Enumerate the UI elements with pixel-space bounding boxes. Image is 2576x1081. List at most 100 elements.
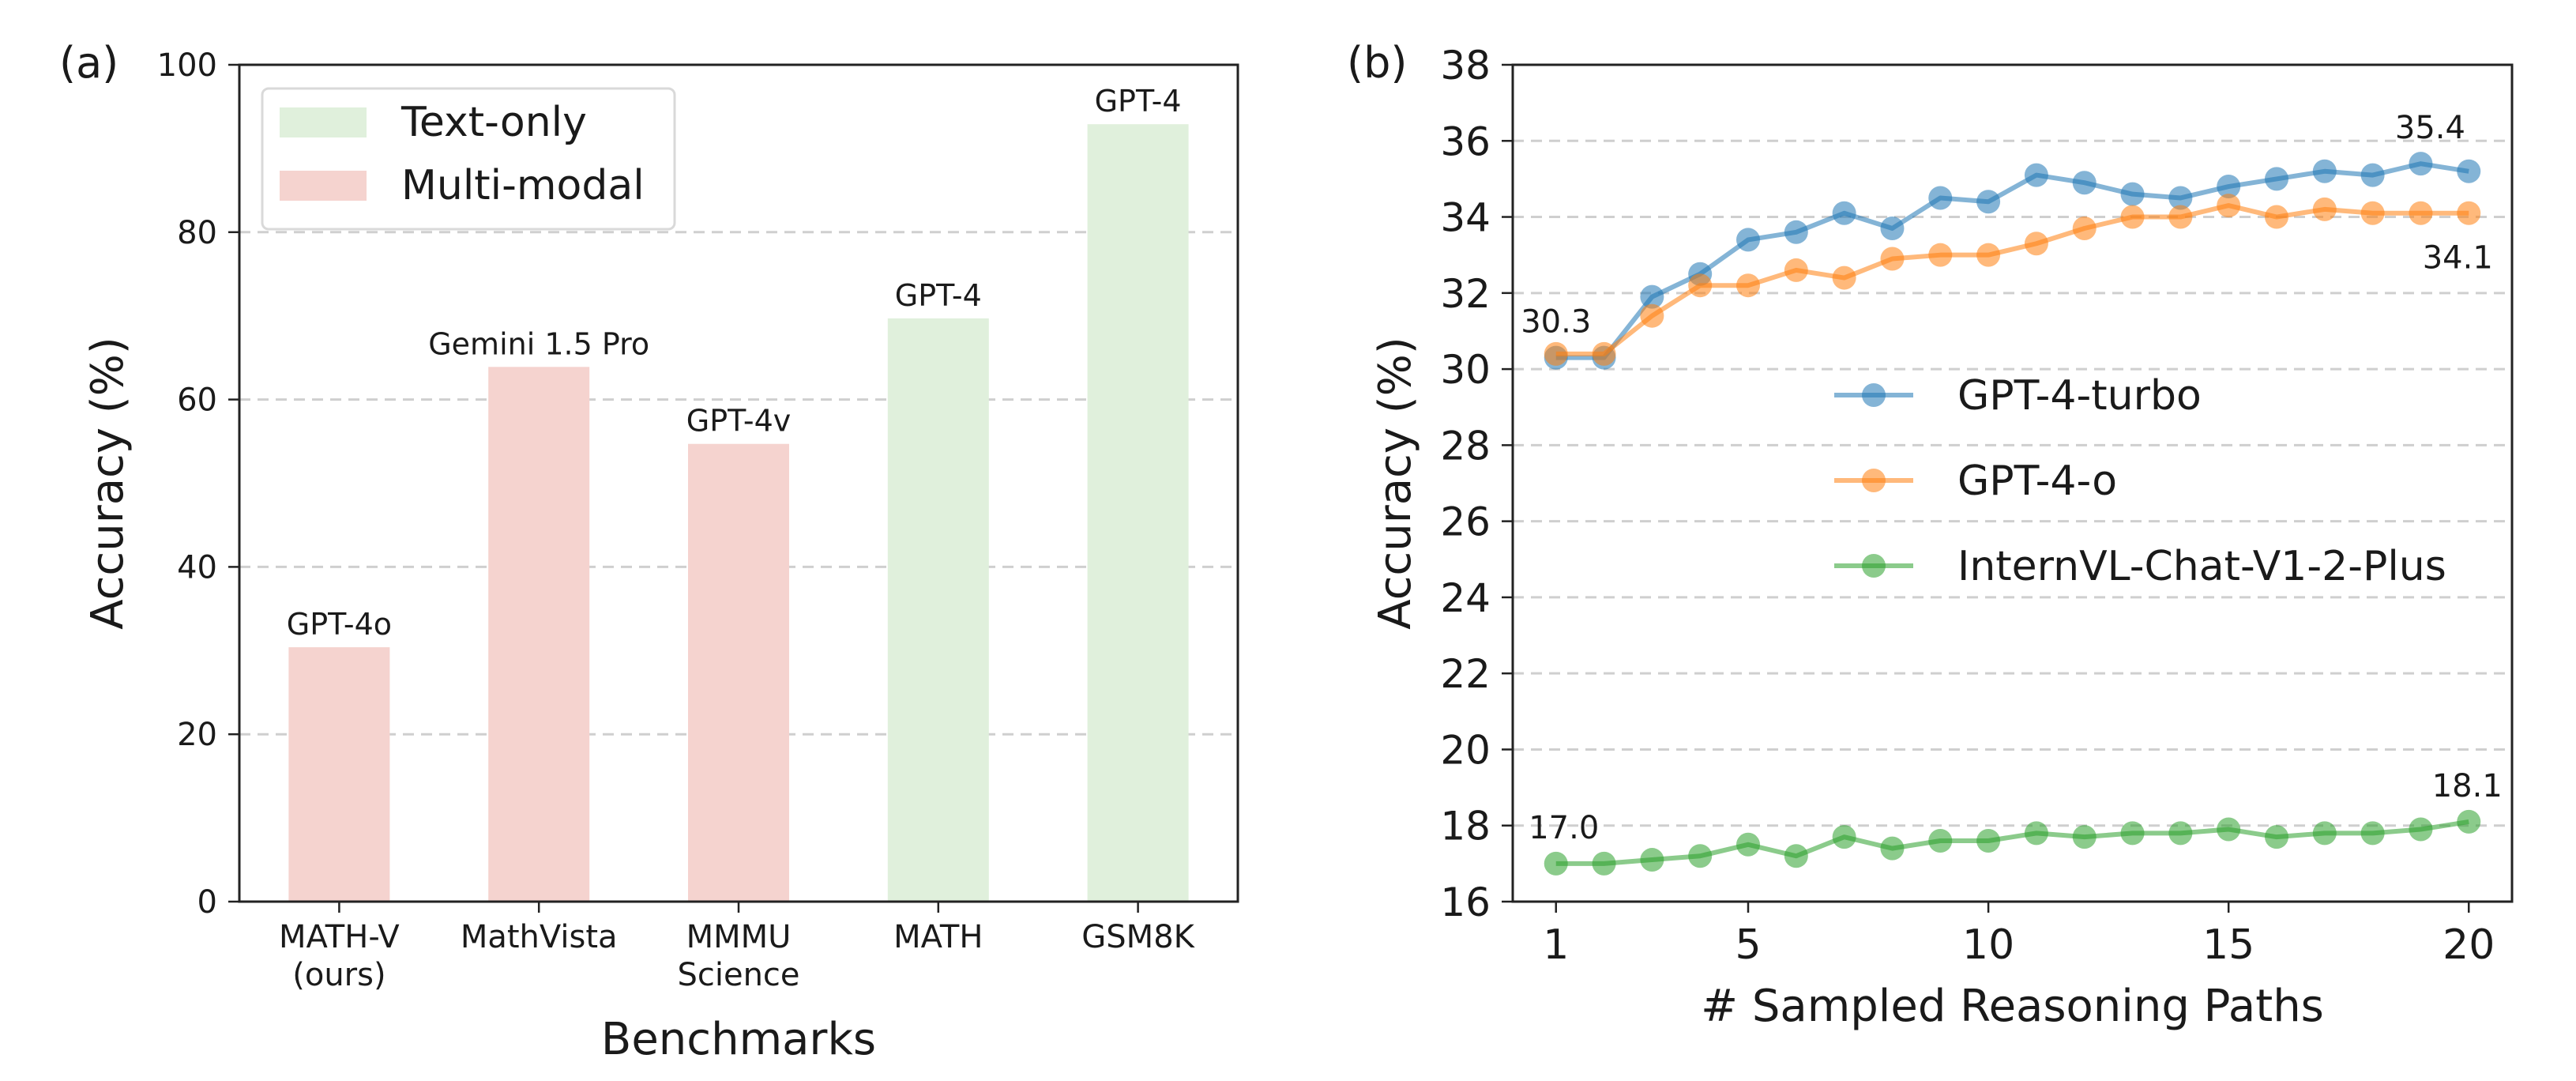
- y-tick-label: 32: [1440, 271, 1491, 317]
- data-point: [1880, 216, 1905, 240]
- legend: Text-only Multi-modal: [261, 87, 676, 231]
- y-tick-label: 38: [1440, 43, 1491, 89]
- data-point: [1736, 832, 1761, 857]
- bar: [688, 443, 789, 902]
- data-point: [2217, 194, 2241, 218]
- data-point: [1640, 284, 1664, 309]
- point-value-label: 17.0: [1529, 810, 1599, 846]
- legend-swatch: [280, 107, 367, 137]
- y-tick-label: 22: [1440, 651, 1491, 697]
- data-point: [2168, 205, 2193, 229]
- data-point: [2072, 171, 2097, 195]
- legend: GPT-4-turbo GPT-4-o InternVL-Chat-V1-2-Plu…: [1834, 372, 2446, 590]
- x-tick-label: 15: [2202, 921, 2254, 969]
- data-point: [2457, 201, 2481, 225]
- data-point: [2457, 809, 2481, 834]
- x-tick-label: 20: [2442, 921, 2495, 969]
- x-tick-label: MathVista: [461, 919, 618, 955]
- x-tick-label: MATH: [893, 919, 983, 955]
- legend-label: InternVL-Chat-V1-2-Plus: [1957, 543, 2446, 590]
- bar-model-label: GPT-4: [895, 278, 982, 313]
- panel-label: (a): [59, 38, 118, 88]
- data-point: [2120, 821, 2145, 846]
- series-2: [1544, 809, 2481, 876]
- data-point: [2168, 186, 2193, 210]
- data-point: [2217, 175, 2241, 199]
- bar: [288, 647, 390, 902]
- data-point: [2409, 201, 2433, 225]
- point-value-label: 30.3: [1521, 304, 1591, 341]
- data-point: [1832, 825, 1856, 849]
- data-point: [1592, 341, 1616, 366]
- data-point: [1832, 266, 1856, 290]
- x-tick-label: MATH-V: [279, 919, 400, 955]
- data-point: [2264, 167, 2288, 191]
- point-value-label: 18.1: [2432, 768, 2503, 804]
- bar: [488, 367, 590, 902]
- data-point: [1640, 303, 1664, 328]
- x-axis-title: Benchmarks: [601, 1014, 876, 1065]
- data-point: [2264, 205, 2288, 229]
- data-point: [2409, 817, 2433, 842]
- data-point: [2120, 182, 2145, 206]
- y-tick-label: 30: [1440, 347, 1491, 393]
- data-point: [1880, 836, 1905, 861]
- data-point: [2409, 152, 2433, 176]
- y-tick-label: 60: [177, 382, 217, 419]
- data-point: [1928, 243, 1953, 267]
- legend-label: GPT-4-o: [1957, 458, 2117, 505]
- y-tick-label: 100: [157, 47, 217, 84]
- x-tick-label: Science: [677, 957, 799, 993]
- panel-b-line-chart: 30.335.434.117.018.11 5 10 15 20161820222426…: [1347, 38, 2514, 1032]
- data-point: [2024, 821, 2048, 846]
- point-value-label: 34.1: [2423, 240, 2493, 277]
- axes-frame: [238, 63, 1239, 903]
- series-1: [1544, 194, 2481, 366]
- data-point: [2360, 163, 2385, 187]
- legend-marker: [1862, 469, 1886, 492]
- data-point: [2457, 159, 2481, 183]
- point-value-label: 35.4: [2395, 110, 2465, 146]
- legend-marker: [1862, 383, 1886, 407]
- data-point: [2168, 821, 2193, 846]
- y-tick-label: 16: [1440, 879, 1491, 925]
- data-point: [1976, 828, 2001, 853]
- series-0: [1544, 152, 2481, 370]
- data-point: [1544, 851, 1568, 876]
- bar-model-label: GPT-4: [1095, 84, 1182, 119]
- bar-model-label: GPT-4o: [287, 607, 392, 642]
- legend-label: GPT-4-turbo: [1957, 372, 2202, 420]
- data-point: [1688, 273, 1713, 298]
- legend-swatch: [280, 171, 367, 201]
- data-point: [2072, 216, 2097, 240]
- data-point: [2264, 825, 2288, 849]
- data-point: [1592, 851, 1616, 876]
- y-tick-label: 40: [177, 549, 217, 586]
- y-tick-label: 18: [1440, 804, 1491, 849]
- y-tick-label: 20: [177, 717, 217, 753]
- data-point: [2024, 163, 2048, 187]
- x-tick-label: GSM8K: [1081, 919, 1195, 955]
- data-point: [2312, 821, 2337, 846]
- data-point: [2217, 817, 2241, 842]
- data-point: [1832, 201, 1856, 225]
- y-tick-label: 0: [197, 884, 217, 921]
- data-point: [1688, 844, 1713, 868]
- y-tick-label: 24: [1440, 575, 1491, 621]
- bar: [887, 318, 989, 902]
- data-point: [2024, 232, 2048, 256]
- data-point: [2312, 159, 2337, 183]
- y-tick-label: 26: [1440, 499, 1491, 545]
- bar-model-label: Gemini 1.5 Pro: [428, 326, 649, 361]
- data-point: [1976, 243, 2001, 267]
- x-tick-label: 10: [1962, 921, 2014, 969]
- data-point: [2312, 197, 2337, 221]
- legend-marker: [1862, 554, 1886, 578]
- bar-model-label: GPT-4v: [686, 404, 791, 439]
- data-point: [2360, 821, 2385, 846]
- x-tick-label: MMMU: [686, 919, 792, 955]
- y-tick-label: 20: [1440, 727, 1491, 773]
- y-tick-label: 34: [1440, 195, 1491, 241]
- data-point: [1784, 844, 1808, 868]
